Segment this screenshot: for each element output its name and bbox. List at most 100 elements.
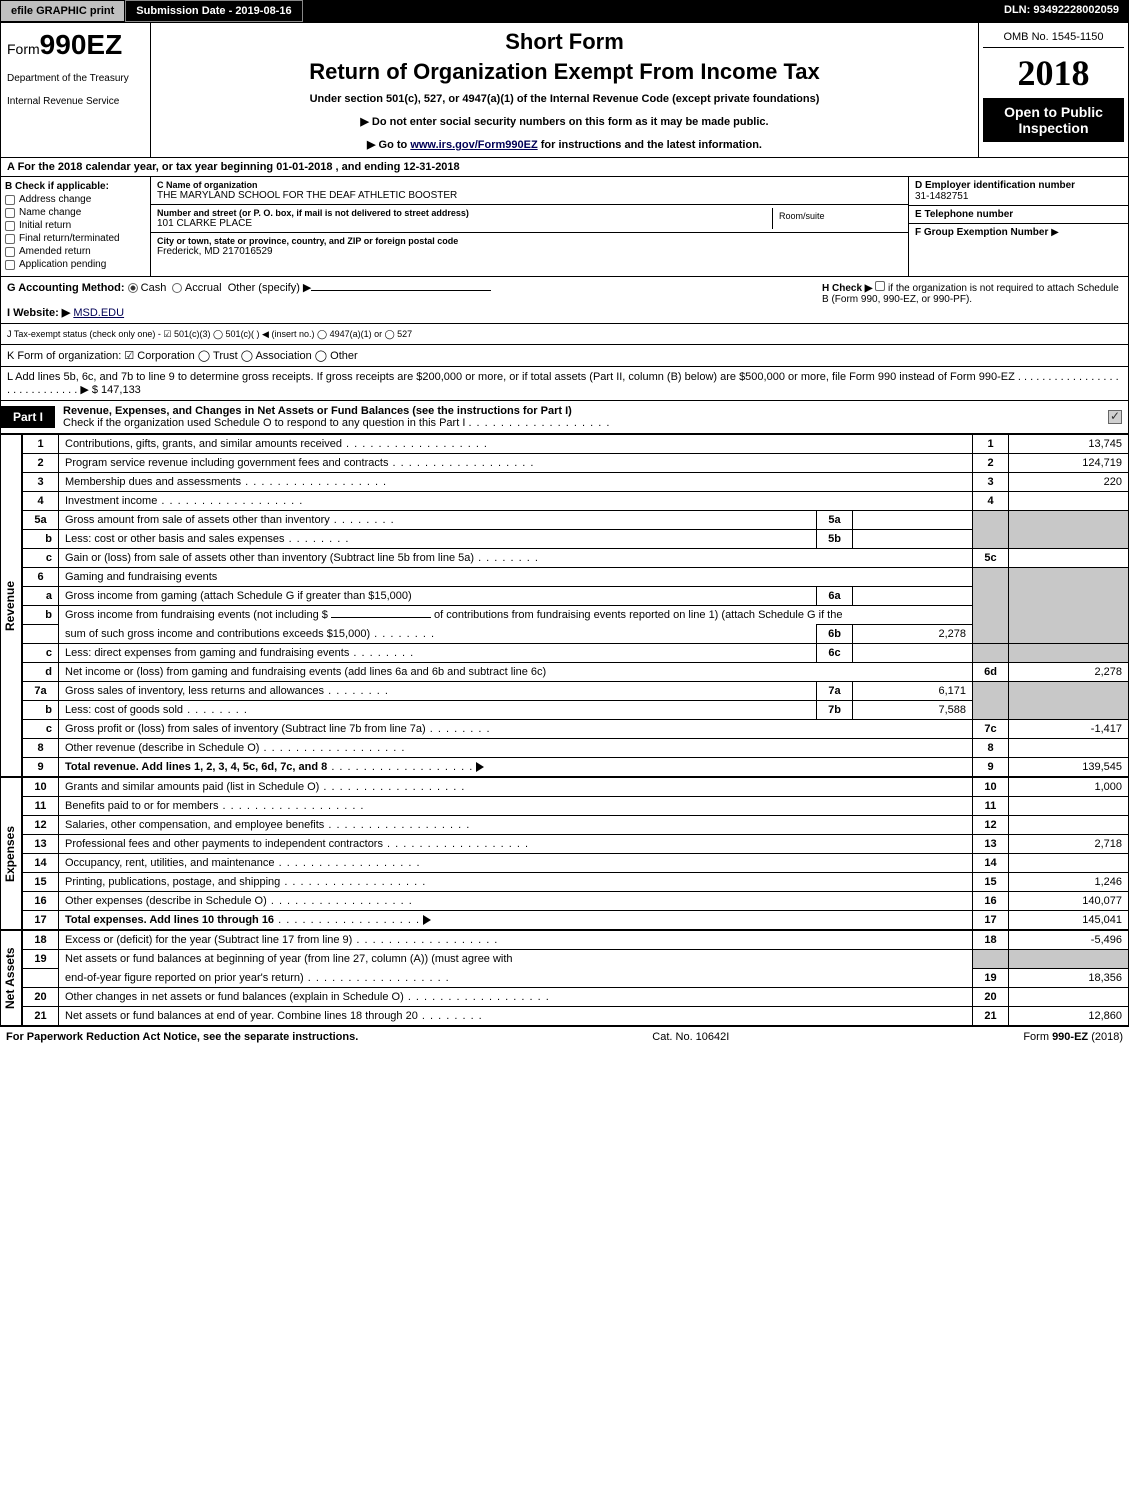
rn: 12 [973,816,1009,835]
desc: Gross sales of inventory, less returns a… [65,685,324,697]
desc-pre: Gross income from fundraising events (no… [65,609,331,621]
val: 145,041 [1009,911,1129,930]
checkbox-icon [5,195,15,205]
rn: 16 [973,892,1009,911]
footer-right: Form 990-EZ (2018) [1023,1031,1123,1043]
dots [218,800,364,812]
val: 140,077 [1009,892,1129,911]
g-other-label: Other (specify) ▶ [228,282,312,294]
ln: 21 [23,1007,59,1026]
radio-cash[interactable] [128,283,138,293]
h-label-pre: H Check ▶ [822,283,872,294]
website-link[interactable]: MSD.EDU [73,307,124,319]
ln: 16 [23,892,59,911]
desc2: end-of-year figure reported on prior yea… [65,972,304,984]
line-17: 17Total expenses. Add lines 10 through 1… [23,911,1129,930]
g-cash-label: Cash [141,282,167,294]
ln: b [23,606,59,625]
revenue-side-label: Revenue [0,434,22,777]
line-5b: bLess: cost or other basis and sales exp… [23,530,1129,549]
chk-label-3: Final return/terminated [19,233,120,244]
header-left: Form990EZ Department of the Treasury Int… [1,23,151,157]
radio-accrual[interactable] [172,283,182,293]
desc: Gross profit or (loss) from sales of inv… [65,723,426,735]
ln: 6 [23,568,59,587]
midval [853,511,973,530]
dots [319,781,465,793]
rn: 20 [973,988,1009,1007]
val [1009,739,1129,758]
f-group-exemption: F Group Exemption Number ▶ [909,224,1128,241]
val: 1,000 [1009,778,1129,797]
dots [285,533,350,545]
ln: 14 [23,854,59,873]
section-b-title: B Check if applicable: [5,181,146,192]
open-to-public: Open to Public Inspection [983,98,1124,142]
dots [183,704,248,716]
dots [388,457,534,469]
line-7c: cGross profit or (loss) from sales of in… [23,720,1129,739]
irs-link[interactable]: www.irs.gov/Form990EZ [410,139,537,151]
ln: c [23,549,59,568]
room-suite: Room/suite [772,208,902,229]
desc: Other revenue (describe in Schedule O) [65,742,259,754]
line-9: 9Total revenue. Add lines 1, 2, 3, 4, 5c… [23,758,1129,777]
chk-name-change[interactable]: Name change [5,207,146,218]
chk-application-pending[interactable]: Application pending [5,259,146,270]
shade [973,950,1009,969]
chk-final-return[interactable]: Final return/terminated [5,233,146,244]
dots [327,761,473,773]
f-arrow: ▶ [1051,227,1059,238]
midval [853,587,973,606]
page-footer: For Paperwork Reduction Act Notice, see … [0,1026,1129,1047]
ln: d [23,663,59,682]
line-14: 14Occupancy, rent, utilities, and mainte… [23,854,1129,873]
val [1009,492,1129,511]
ln: 5a [23,511,59,530]
line-21: 21Net assets or fund balances at end of … [23,1007,1129,1026]
mid: 6b [817,625,853,644]
g-label: G Accounting Method: [7,282,125,294]
dots [426,723,491,735]
part1-checkbox[interactable] [1108,410,1122,424]
part1-desc: Revenue, Expenses, and Changes in Net As… [55,401,1108,433]
efile-print-button[interactable]: efile GRAPHIC print [0,0,125,22]
dots [267,895,413,907]
shade [973,568,1009,644]
j-text: J Tax-exempt status (check only one) - ☑… [7,329,412,339]
dots [342,438,488,450]
c-city-label: City or town, state or province, country… [157,236,902,246]
line-15: 15Printing, publications, postage, and s… [23,873,1129,892]
checkbox-icon [5,208,15,218]
desc: Contributions, gifts, grants, and simila… [65,438,342,450]
desc: Grants and similar amounts paid (list in… [65,781,319,793]
chk-amended-return[interactable]: Amended return [5,246,146,257]
tax-year: 2018 [983,48,1124,98]
chk-address-change[interactable]: Address change [5,194,146,205]
dots [241,476,387,488]
desc: Other expenses (describe in Schedule O) [65,895,267,907]
chk-label-2: Initial return [19,220,71,231]
irs-label: Internal Revenue Service [7,96,144,107]
dots [418,1010,483,1022]
dots [324,819,470,831]
line-5c: cGain or (loss) from sale of assets othe… [23,549,1129,568]
line-19-2: end-of-year figure reported on prior yea… [23,969,1129,988]
desc: Professional fees and other payments to … [65,838,383,850]
dots [304,972,450,984]
line-6b-2: sum of such gross income and contributio… [23,625,1129,644]
midval [853,530,973,549]
submission-date-pill: Submission Date - 2019-08-16 [125,0,302,22]
h-checkbox[interactable] [875,281,885,291]
shade [1009,644,1129,663]
chk-initial-return[interactable]: Initial return [5,220,146,231]
val: 2,278 [1009,663,1129,682]
section-b: B Check if applicable: Address change Na… [1,177,151,276]
begin-date: 01-01-2018 [276,161,332,173]
val: 13,745 [1009,435,1129,454]
expenses-table: 10Grants and similar amounts paid (list … [22,777,1129,930]
shade [1009,682,1129,720]
rn: 1 [973,435,1009,454]
val: 220 [1009,473,1129,492]
revenue-table: 1 Contributions, gifts, grants, and simil… [22,434,1129,777]
